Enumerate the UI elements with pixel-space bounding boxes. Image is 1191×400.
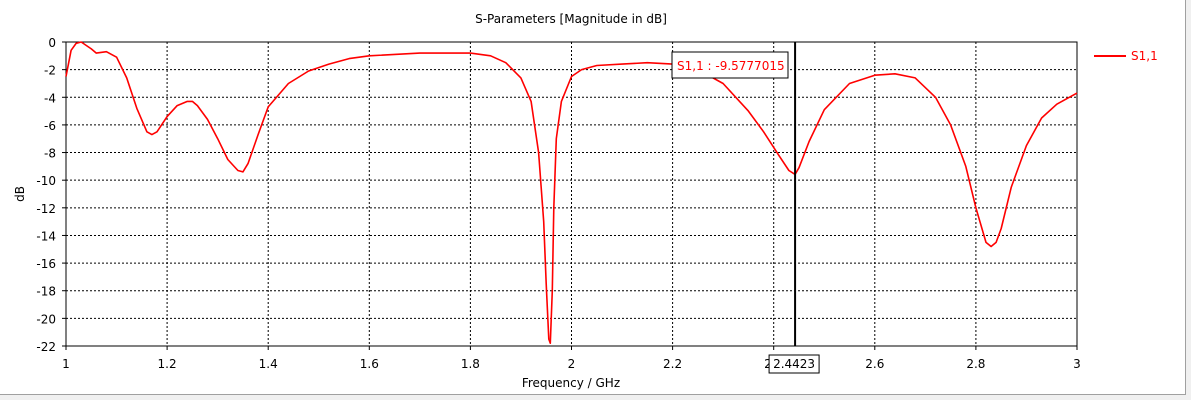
y-tick-label: -2 xyxy=(44,64,56,78)
chart-title: S-Parameters [Magnitude in dB] xyxy=(475,12,667,26)
legend[interactable]: S1,1 xyxy=(1094,49,1158,63)
x-tick-label: 1 xyxy=(62,357,70,371)
marker-group[interactable]: S1,1 : -9.5777015 2.4423 xyxy=(671,42,820,374)
y-axis-title: dB xyxy=(13,186,27,202)
grid-lines xyxy=(66,42,1077,346)
x-tick-label: 1.6 xyxy=(360,357,379,371)
y-tick-label: -18 xyxy=(36,285,56,299)
y-tick-label: -8 xyxy=(44,147,56,161)
y-tick-label: -20 xyxy=(36,312,56,326)
x-tick-label: 3 xyxy=(1073,357,1081,371)
x-tick-label: 2.6 xyxy=(865,357,884,371)
x-tick-label: 1.4 xyxy=(259,357,278,371)
legend-label-s11: S1,1 xyxy=(1131,49,1158,63)
y-tick-label: -10 xyxy=(36,174,56,188)
marker-x-value-label: 2.4423 xyxy=(773,357,815,371)
y-tick-label: -12 xyxy=(36,202,56,216)
marker-x-value-box xyxy=(768,354,820,374)
x-tick-label: 1.2 xyxy=(158,357,177,371)
x-tick-label: 2.2 xyxy=(663,357,682,371)
x-axis-title: Frequency / GHz xyxy=(522,376,620,390)
y-tick-label: -4 xyxy=(44,91,56,105)
y-tick-label: 0 xyxy=(48,36,56,50)
marker-value-label: S1,1 : -9.5777015 xyxy=(677,59,785,73)
marker-value-box xyxy=(671,51,789,79)
y-axis-ticks: 0 -2 -4 -6 -8 -10 -12 -14 -16 -18 -20 -22 xyxy=(36,36,66,354)
y-tick-label: -14 xyxy=(36,229,56,243)
x-tick-label: 2 xyxy=(568,357,576,371)
series-lines xyxy=(65,41,1078,345)
y-tick-label: -22 xyxy=(36,340,56,354)
y-tick-label: -6 xyxy=(44,119,56,133)
series-line-s11[interactable] xyxy=(65,41,1078,345)
x-tick-label: 2.8 xyxy=(966,357,985,371)
x-tick-label: 1.8 xyxy=(461,357,480,371)
x-axis-ticks: 11.21.41.61.822.22.42.62.83 xyxy=(62,346,1081,371)
y-tick-label: -16 xyxy=(36,257,56,271)
